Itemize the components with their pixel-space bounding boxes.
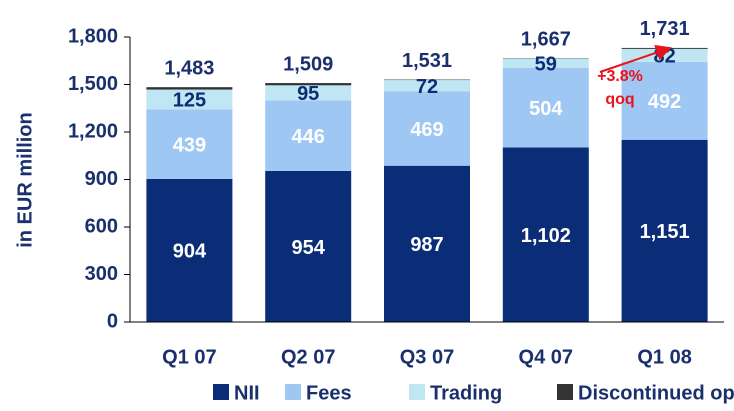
data-label: 954 <box>292 237 326 259</box>
data-label: 469 <box>410 119 443 141</box>
legend-swatch <box>285 384 301 400</box>
bar-segment <box>265 83 352 86</box>
bar-segment <box>146 87 233 90</box>
legend-label: NII <box>234 382 260 404</box>
bar-segment <box>146 178 233 322</box>
data-label: 72 <box>416 76 438 98</box>
x-tick-label: Q1 07 <box>162 346 216 368</box>
data-label: 439 <box>173 134 206 156</box>
y-tick-label: 900 <box>85 168 118 190</box>
bar-segment <box>265 170 352 322</box>
bar-segment <box>265 85 352 101</box>
annotation: qoq <box>605 91 634 108</box>
legend-swatch <box>557 384 573 400</box>
bar-segment <box>621 47 708 49</box>
data-label: 492 <box>648 91 681 113</box>
data-label: 504 <box>529 98 563 120</box>
data-label: 904 <box>173 241 207 263</box>
total-label: 1,483 <box>164 57 214 79</box>
legend-swatch <box>213 384 229 400</box>
y-tick-label: 0 <box>107 310 118 332</box>
bar-segment <box>621 139 708 322</box>
y-tick-label: 1,500 <box>68 73 118 95</box>
data-label: 987 <box>410 234 443 256</box>
annotation-arrow <box>599 44 672 73</box>
data-label: 1,102 <box>521 225 571 247</box>
x-tick-label: Q4 07 <box>519 346 573 368</box>
y-tick-label: 600 <box>85 215 118 237</box>
bar-segment <box>265 100 352 171</box>
bar-segment <box>146 109 233 179</box>
data-label: 59 <box>535 53 557 75</box>
legend-label: Discontinued ops <box>578 382 734 404</box>
legend-swatch <box>409 384 425 400</box>
x-tick-label: Q1 08 <box>637 346 691 368</box>
total-label: 1,531 <box>402 50 452 72</box>
x-tick-label: Q3 07 <box>400 346 454 368</box>
data-label: 446 <box>292 126 325 148</box>
bar-segment <box>384 80 470 92</box>
total-label: 1,731 <box>640 18 690 40</box>
legend-label: Trading <box>430 382 502 404</box>
data-label: 95 <box>297 83 319 105</box>
data-label: 125 <box>173 90 206 112</box>
y-tick-label: 1,800 <box>68 25 118 47</box>
bar-segment <box>384 165 470 322</box>
legend-label: Fees <box>306 382 352 404</box>
total-label: 1,667 <box>521 28 571 50</box>
bar-segment <box>384 91 470 166</box>
y-tick-label: 300 <box>85 263 118 285</box>
bar-segment <box>621 61 708 140</box>
total-label: 1,509 <box>283 53 333 75</box>
annotation: +3.8% <box>597 68 643 85</box>
bar-segment <box>502 67 589 148</box>
data-label: 1,151 <box>640 221 690 243</box>
bar-segment <box>502 58 589 68</box>
y-tick-label: 1,200 <box>68 120 118 142</box>
y-axis-label: in EUR million <box>14 112 36 248</box>
bar-segment <box>146 89 233 110</box>
bar-segment <box>502 147 589 322</box>
x-tick-label: Q2 07 <box>281 346 335 368</box>
